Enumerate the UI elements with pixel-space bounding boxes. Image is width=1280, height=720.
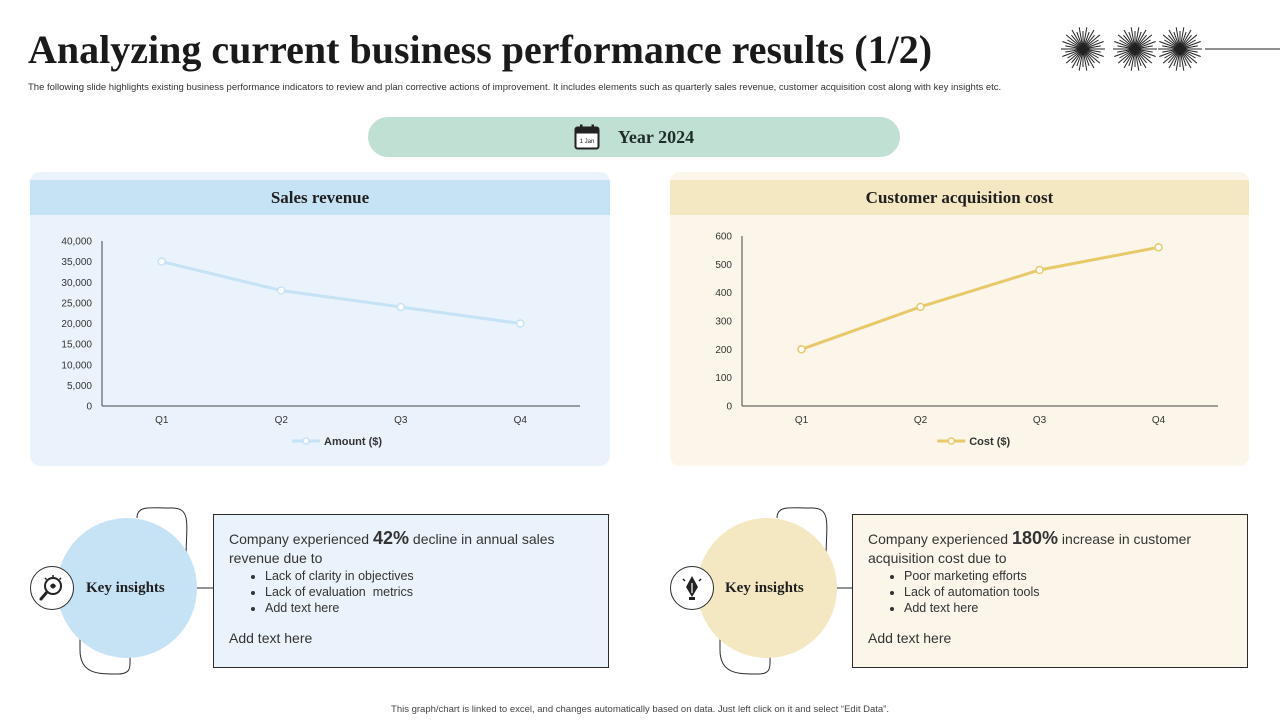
x-tick-label: Q1	[795, 415, 809, 426]
key-insights-circle-left	[57, 518, 197, 658]
y-tick-label: 600	[715, 232, 732, 243]
key-insights-circle-right	[697, 518, 837, 658]
x-tick-label: Q2	[914, 415, 928, 426]
key-insights-label-right: Key insights	[725, 580, 804, 596]
series-line	[161, 260, 521, 325]
year-banner: 1 Jan Year 2024	[368, 117, 900, 157]
y-tick-label: 5,000	[67, 381, 92, 392]
data-point	[277, 286, 286, 295]
y-tick-label: 0	[726, 402, 732, 413]
customer-acquisition-cost-chart: 0 100 200 300 400 500 600 Q1 Q2 Q3 Q4 Cost ($)	[715, 232, 1218, 448]
list-item: Lack of automation tools	[904, 584, 1232, 600]
insight-lead-pre: Company experienced	[868, 531, 1012, 547]
data-point	[1035, 265, 1044, 275]
y-tick-label: 0	[86, 402, 92, 413]
insight-lead-value: 180%	[1011, 528, 1059, 548]
page-title: Analyzing current business performance r…	[28, 27, 933, 72]
y-tick-label: 40,000	[61, 237, 92, 248]
insight-box-right: Company experienced 180% increase in cus…	[852, 514, 1248, 668]
sales-revenue-title: Sales revenue	[30, 180, 610, 215]
legend-label: Cost ($)	[969, 436, 1010, 448]
y-tick-label: 500	[715, 260, 732, 271]
sales-revenue-chart: 0 5,000 10,000 15,000 20,000 25,000 30,000 35,0…	[61, 237, 580, 448]
legend-swatch-marker	[947, 437, 955, 445]
y-tick-label: 15,000	[61, 340, 92, 351]
x-tick-label: Q3	[394, 415, 408, 426]
y-tick-label: 35,000	[61, 257, 92, 268]
x-tick-label: Q4	[514, 415, 528, 426]
data-point	[516, 319, 525, 328]
insight-bullets-left: Lack of clarity in objectives Lack of ev…	[229, 568, 593, 616]
insight-more-right: Add text here	[868, 630, 952, 646]
data-point	[157, 257, 166, 266]
list-item: Add text here	[265, 600, 593, 616]
data-point	[1154, 243, 1163, 252]
customer-acquisition-cost-panel: Customer acquisition cost 0 100 200 300 400 5…	[670, 172, 1249, 466]
list-item: Poor marketing efforts	[904, 568, 1232, 584]
insight-more-left: Add text here	[229, 630, 313, 646]
sales-revenue-panel: Sales revenue 0 5,000 10,000 15,000 20,000 25…	[30, 172, 610, 466]
insight-lead-value: 42%	[372, 528, 410, 548]
insight-lead-pre: Company experienced	[229, 531, 373, 547]
list-item: Add text here	[904, 600, 1232, 616]
key-insights-icon-badge-right	[670, 566, 714, 610]
insight-lead-left: Company experienced 42% decline in annua…	[229, 529, 593, 568]
insight-bullets-right: Poor marketing efforts Lack of automatio…	[868, 568, 1232, 616]
calendar-icon: 1 Jan	[574, 124, 600, 150]
x-tick-label: Q4	[1152, 415, 1166, 426]
data-point	[916, 302, 925, 312]
series-line	[800, 245, 1159, 351]
insight-lead-post: decline in annual sales revenue due to	[229, 531, 555, 566]
customer-acquisition-cost-title: Customer acquisition cost	[670, 180, 1249, 215]
y-tick-label: 30,000	[61, 278, 92, 289]
y-tick-label: 200	[715, 345, 732, 356]
pen-nib-icon	[682, 576, 702, 600]
y-tick-label: 400	[715, 288, 732, 299]
footer-note: This graph/chart is linked to excel, and…	[391, 704, 889, 715]
x-tick-label: Q1	[155, 415, 169, 426]
data-point	[797, 345, 806, 354]
year-label: Year 2024	[617, 126, 695, 147]
list-item: Lack of evaluation metrics	[265, 584, 593, 600]
calendar-date-text: 1 Jan	[580, 139, 595, 145]
key-insights-icon-badge-left	[30, 566, 74, 610]
starburst-decoration	[1061, 27, 1280, 71]
x-tick-label: Q2	[275, 415, 289, 426]
insight-lead-right: Company experienced 180% increase in cus…	[868, 529, 1232, 568]
page-subtitle: The following slide highlights existing …	[28, 82, 1002, 93]
list-item: Lack of clarity in objectives	[265, 568, 593, 584]
insight-box-left: Company experienced 42% decline in annua…	[213, 514, 609, 668]
y-tick-label: 20,000	[61, 319, 92, 330]
data-point	[396, 302, 405, 312]
brain-lightbulb-icon	[39, 575, 62, 601]
y-tick-label: 300	[715, 317, 732, 328]
legend-label: Amount ($)	[324, 436, 382, 448]
y-tick-label: 25,000	[61, 298, 92, 309]
key-insights-label-left: Key insights	[86, 580, 165, 596]
y-tick-label: 10,000	[61, 360, 92, 371]
y-tick-label: 100	[715, 373, 732, 384]
x-tick-label: Q3	[1033, 415, 1047, 426]
insight-lead-post: increase in customer acquisition cost du…	[868, 531, 1192, 566]
legend-swatch-marker	[302, 437, 310, 445]
